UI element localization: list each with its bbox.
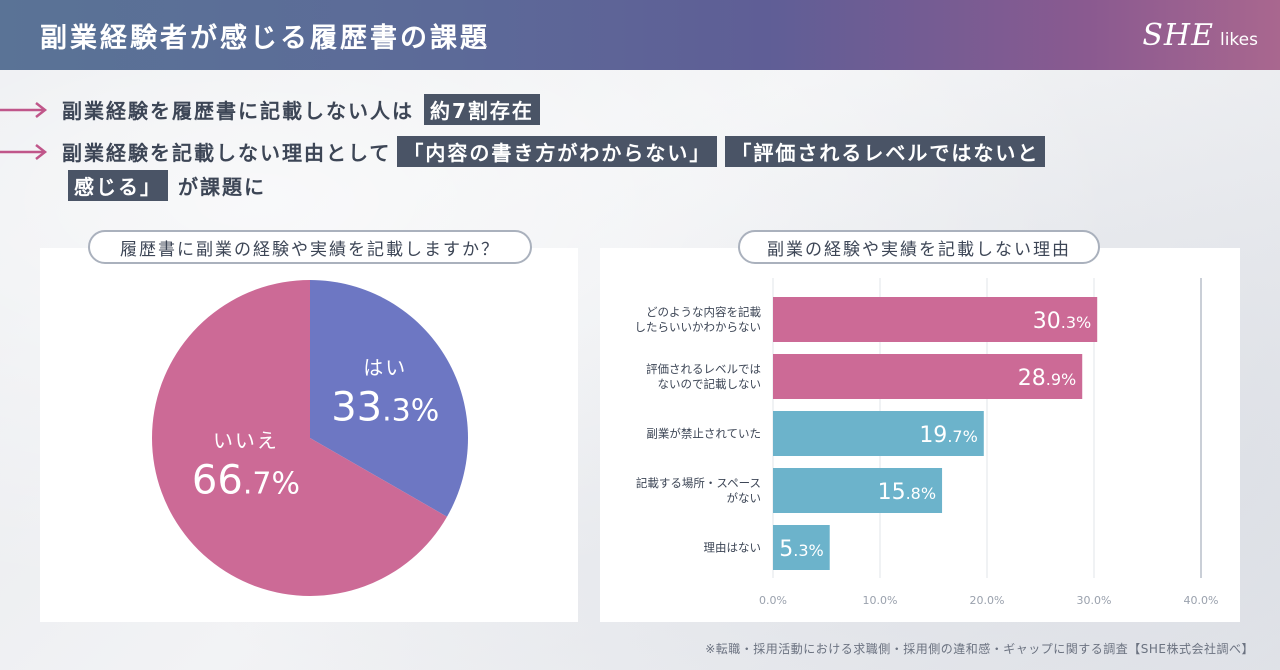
pie-chart-panel: はい 33.3% いいえ 66.7% — [40, 248, 578, 622]
logo-main: SHE — [1142, 18, 1214, 53]
bullet-2-highlight-1: 「内容の書き方がわからない」 — [397, 136, 718, 167]
bar-chart-panel: 0.0% 10.0% 20.0% 30.0% 40.0% 30.3% どのような内容を記載し… — [600, 248, 1240, 622]
bar-value-label: 19.7% — [919, 423, 977, 448]
pie-value-yes: 33.3% — [331, 384, 439, 430]
bar-value-label: 15.8% — [878, 480, 936, 505]
x-tick-label: 10.0% — [863, 594, 898, 607]
category-label: 評価されるレベルではないので記載しない — [646, 362, 761, 391]
pie-value-no: 66.7% — [192, 457, 300, 503]
bar-value-label: 28.9% — [1018, 366, 1076, 391]
bar-chart: 0.0% 10.0% 20.0% 30.0% 40.0% 30.3% どのような内容を記載し… — [635, 278, 1219, 607]
bar-value-label: 30.3% — [1033, 309, 1091, 334]
category-label: 記載する場所・スペースがない — [636, 476, 761, 505]
bullet-3-highlight: 感じる」 — [68, 170, 168, 201]
pie-chart: はい 33.3% いいえ 66.7% — [152, 280, 468, 596]
pie-label-no: いいえ — [213, 428, 279, 452]
x-tick-label: 0.0% — [759, 594, 787, 607]
category-label: どのような内容を記載したらいいかわからない — [635, 305, 762, 334]
bar — [773, 525, 830, 570]
bar — [773, 468, 943, 513]
bullet-1-highlight: 約7割存在 — [424, 94, 540, 125]
pie-slice-yes — [310, 280, 468, 517]
brand-logo: SHE likes — [1142, 18, 1258, 53]
arrow-right-icon — [0, 100, 52, 120]
x-tick-label: 30.0% — [1077, 594, 1112, 607]
bullet-2-highlight-2: 「評価されるレベルではないと — [725, 136, 1046, 167]
footnote: ※転職・採用活動における求職側・採用側の違和感・ギャップに関する調査【SHE株式… — [705, 642, 1254, 656]
logo-sub: likes — [1219, 30, 1258, 50]
header-banner: 副業経験者が感じる履歴書の課題 SHE likes — [0, 0, 1280, 70]
pie-slice-no — [152, 280, 447, 596]
bullet-line-1: 副業経験を履歴書に記載しない人は 約7割存在 — [0, 94, 542, 125]
x-tick-label: 40.0% — [1184, 594, 1219, 607]
bar — [773, 354, 1083, 399]
category-label: 副業が禁止されていた — [646, 427, 761, 441]
pie-label-yes: はい — [363, 355, 407, 379]
bar — [773, 297, 1098, 342]
bar — [773, 411, 984, 456]
page-title: 副業経験者が感じる履歴書の課題 — [40, 23, 490, 54]
bullet-3-text: が課題に — [178, 175, 266, 199]
arrow-right-icon — [0, 142, 52, 162]
bullet-line-2: 副業経験を記載しない理由として 「内容の書き方がわからない」 「評価されるレベル… — [0, 136, 1047, 167]
bar-value-label: 5.3% — [779, 537, 823, 562]
bar-chart-title: 副業の経験や実績を記載しない理由 — [738, 230, 1100, 264]
bullet-2-text: 副業経験を記載しない理由として — [62, 141, 392, 165]
category-label: 理由はない — [704, 541, 762, 555]
bullet-1-text: 副業経験を履歴書に記載しない人は — [62, 99, 414, 123]
pie-chart-title: 履歴書に副業の経験や実績を記載しますか？ — [88, 230, 532, 264]
x-tick-label: 20.0% — [970, 594, 1005, 607]
bullet-line-2-continued: 感じる」 が課題に — [66, 170, 266, 201]
